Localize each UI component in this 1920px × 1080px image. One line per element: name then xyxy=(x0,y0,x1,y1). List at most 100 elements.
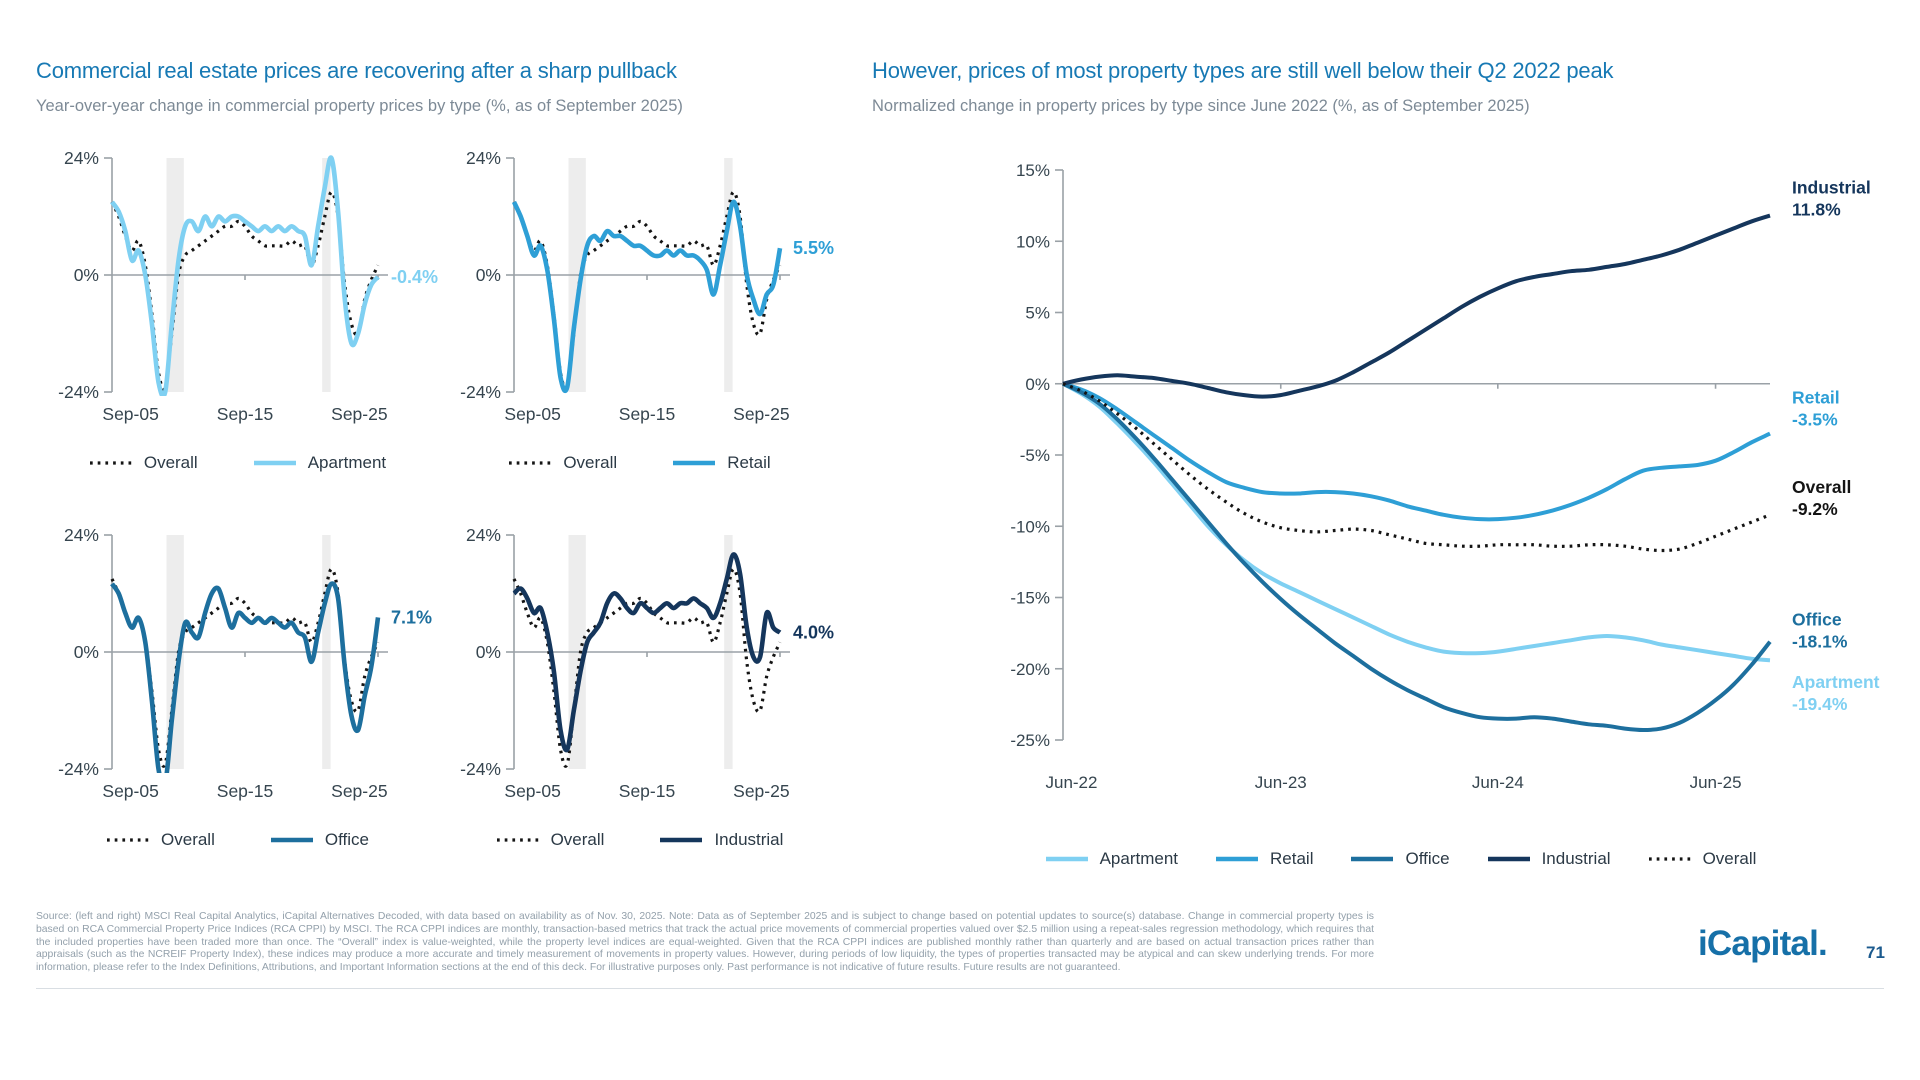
series-line-overall xyxy=(1062,382,1771,553)
source-note: Source: (left and right) MSCI Real Capit… xyxy=(36,911,1374,974)
legend-swatch-office xyxy=(1351,856,1394,862)
legend-label: Retail xyxy=(727,453,771,472)
legend-swatch-industrial xyxy=(660,837,703,843)
chart-retail-yoy: 24% 0% -24% Sep-05 Sep-15 Sep-25 5.5% Overall R… xyxy=(438,142,840,473)
legend-item-office: Office xyxy=(1349,849,1450,869)
chart-industrial-yoy-plot: 24% 0% -24%Sep-05 Sep-15 Sep-25 4.0% xyxy=(460,525,834,801)
legend-item-retail: Retail xyxy=(671,453,771,473)
series-line-industrial xyxy=(1062,213,1771,399)
legend-label: Apartment xyxy=(1099,849,1179,868)
legend-swatch-overall xyxy=(1648,857,1691,861)
series-line-office xyxy=(1062,381,1772,732)
chart-retail-yoy-plot: 24% 0% -24%Sep-05 Sep-15 Sep-25 5.5% xyxy=(460,148,834,424)
y-tick-label: 0% xyxy=(74,265,99,285)
mini-chart-grid: 24% 0% -24% Sep-05 Sep-15 Sep-25 -0.4% Overall… xyxy=(36,142,840,850)
chart-industrial-yoy-legend: Overall Industrial xyxy=(438,830,840,850)
legend-swatch-overall xyxy=(496,838,539,842)
legend-item-overall: Overall xyxy=(495,830,605,850)
legend-label: Overall xyxy=(161,830,215,849)
right-title: However, prices of most property types a… xyxy=(872,58,1614,83)
x-tick-label: Sep-25 xyxy=(733,404,789,424)
legend-item-overall: Overall xyxy=(507,453,617,473)
chart-office-yoy: 24% 0% -24% Sep-05 Sep-15 Sep-25 7.1% Overall O… xyxy=(36,519,438,850)
series-line-apartment xyxy=(1062,382,1771,663)
series-label-office: Office -18.1% xyxy=(1792,610,1848,652)
legend-label: Retail xyxy=(1270,849,1314,868)
series-label-retail: Retail -3.5% xyxy=(1792,388,1840,430)
chart-apartment-yoy: 24% 0% -24% Sep-05 Sep-15 Sep-25 -0.4% Overall… xyxy=(36,142,438,473)
y-tick-label: 0% xyxy=(476,265,501,285)
legend-swatch-office xyxy=(270,837,313,843)
series-end-label-retail: 5.5% xyxy=(793,238,834,258)
y-tick-label: 0% xyxy=(74,642,99,662)
chart-apartment-yoy-plot: 24% 0% -24%Sep-05 Sep-15 Sep-25 -0.4% xyxy=(58,148,438,424)
x-tick-label: Sep-15 xyxy=(217,781,273,801)
x-tick-label: Jun-22 xyxy=(1045,773,1097,792)
x-tick-label: Sep-25 xyxy=(331,404,387,424)
legend-label: Office xyxy=(324,830,369,849)
y-tick-label: -15% xyxy=(1010,589,1050,608)
y-tick-label: 0% xyxy=(1025,375,1050,394)
x-tick-label: Sep-05 xyxy=(102,404,158,424)
series-label-apartment: Apartment -19.4% xyxy=(1792,672,1880,714)
y-tick-label: 0% xyxy=(476,642,501,662)
left-panel: Commercial real estate prices are recove… xyxy=(36,58,836,116)
right-subtitle: Normalized change in property prices by … xyxy=(872,97,1530,115)
y-tick-label: -10% xyxy=(1010,517,1050,536)
legend-swatch-overall xyxy=(89,461,132,465)
left-subtitle: Year-over-year change in commercial prop… xyxy=(36,97,683,115)
series-end-label-apartment: -0.4% xyxy=(391,267,438,287)
legend-item-apartment: Apartment xyxy=(1044,849,1178,869)
legend-label: Industrial xyxy=(714,830,784,849)
x-tick-label: Sep-15 xyxy=(619,781,675,801)
y-tick-label: 10% xyxy=(1016,232,1050,251)
legend-label: Overall xyxy=(1702,849,1757,868)
legend-item-apartment: Apartment xyxy=(252,453,386,473)
y-tick-label: 15% xyxy=(1016,161,1050,180)
x-tick-label: Sep-25 xyxy=(733,781,789,801)
series-line-office xyxy=(110,581,381,773)
y-tick-label: 24% xyxy=(466,525,501,545)
legend-item-overall: Overall xyxy=(88,453,198,473)
x-tick-label: Sep-05 xyxy=(504,781,560,801)
y-tick-label: -24% xyxy=(460,759,501,779)
series-end-label-industrial: 4.0% xyxy=(793,623,834,643)
x-tick-label: Jun-23 xyxy=(1255,773,1307,792)
chart-apartment-yoy-legend: Overall Apartment xyxy=(36,453,438,473)
x-tick-label: Sep-05 xyxy=(504,404,560,424)
legend-item-retail: Retail xyxy=(1214,849,1313,869)
legend-label: Overall xyxy=(563,453,618,472)
y-tick-label: 24% xyxy=(466,148,501,168)
series-line-overall xyxy=(512,567,782,768)
y-tick-label: 24% xyxy=(64,148,99,168)
legend-label: Overall xyxy=(550,830,605,849)
y-tick-label: 5% xyxy=(1025,304,1050,323)
y-tick-label: -25% xyxy=(1010,731,1050,750)
series-line-retail xyxy=(1062,381,1771,522)
legend-swatch-industrial xyxy=(1487,856,1530,862)
legend-item-industrial: Industrial xyxy=(658,830,783,850)
series-line-apartment xyxy=(110,155,380,396)
y-tick-label: -5% xyxy=(1020,446,1050,465)
series-label-industrial: Industrial 11.8% xyxy=(1792,178,1871,220)
legend-label: Office xyxy=(1405,849,1450,868)
y-tick-label: -20% xyxy=(1010,660,1050,679)
y-tick-label: 24% xyxy=(64,525,99,545)
series-end-label-office: 7.1% xyxy=(391,607,432,627)
series-line-retail xyxy=(512,199,783,393)
chart-normalized-since-2022: 15% 10% 5% 0% -5% -10% -15% -20% -25% Jun-22 Jun-2… xyxy=(1000,128,1920,869)
footer-rule xyxy=(36,988,1884,989)
x-tick-label: Sep-15 xyxy=(619,404,675,424)
chart-industrial-yoy: 24% 0% -24% Sep-05 Sep-15 Sep-25 4.0% Overall I… xyxy=(438,519,840,850)
legend-label: Overall xyxy=(143,453,198,472)
series-line-industrial xyxy=(512,552,782,753)
x-tick-label: Sep-15 xyxy=(217,404,273,424)
legend-swatch-retail xyxy=(673,460,716,466)
legend-label: Industrial xyxy=(1541,849,1611,868)
chart-normalized-plot: 15% 10% 5% 0% -5% -10% -15% -20% -25% Jun-22 Jun-2… xyxy=(1010,161,1880,792)
x-tick-label: Sep-05 xyxy=(102,781,158,801)
legend-swatch-overall xyxy=(509,461,552,465)
icapital-logo: iCapital. xyxy=(1698,924,1828,963)
y-tick-label: -24% xyxy=(460,382,501,402)
legend-item-overall: Overall xyxy=(105,830,215,850)
